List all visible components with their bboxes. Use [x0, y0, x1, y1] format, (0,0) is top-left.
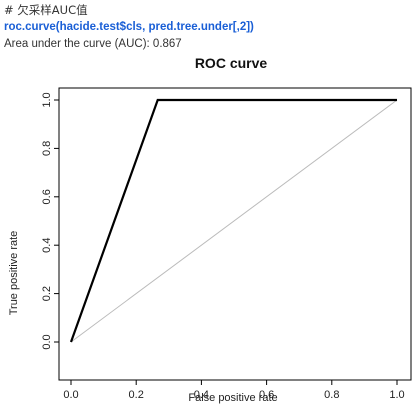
- roc-curve-line: [69, 98, 397, 343]
- chart-title: ROC curve: [195, 55, 268, 71]
- y-tick-label: 0.4: [41, 238, 53, 253]
- code-command: roc.curve(hacide.test$cls, pred.tree.und…: [4, 21, 254, 33]
- plot-frame: [58, 87, 412, 381]
- roc-chart: ROC curve 0.0 0.2 0.4 0.6 0.8 1.0 0.00.20.40.…: [8, 55, 412, 404]
- x-axis: 0.0 0.2 0.4 0.6 0.8 1.0: [63, 379, 405, 401]
- y-tick-label: 1.0: [41, 92, 53, 107]
- y-tick-label: 0.8: [41, 141, 53, 156]
- x-axis-title: False positive rate: [188, 392, 277, 404]
- y-axis-title: True positive rate: [8, 231, 20, 316]
- x-tick-label: 0.6: [259, 389, 274, 401]
- console-output: # 欠采样AUC值 roc.curve(hacide.test$cls, pre…: [4, 2, 412, 53]
- y-axis: 0.0 0.2 0.4 0.6 0.8 1.0: [41, 92, 60, 350]
- auc-output: Area under the curve (AUC): 0.867: [4, 38, 182, 50]
- y-tick-label: 0.6: [41, 189, 53, 204]
- y-tick-label: 0.0: [41, 334, 53, 349]
- reference-diagonal-line: [70, 99, 398, 343]
- x-tick-label: 0.8: [324, 389, 339, 401]
- x-tick-label: 0.0: [63, 389, 78, 401]
- x-tick-label: 1.0: [389, 389, 404, 401]
- x-tick-label: 0.2: [129, 389, 144, 401]
- x-tick-label: 0.4: [194, 389, 209, 401]
- y-tick-label: 0.2: [41, 286, 53, 301]
- series-layer: [69, 98, 398, 343]
- code-comment: # 欠采样AUC值: [4, 3, 88, 17]
